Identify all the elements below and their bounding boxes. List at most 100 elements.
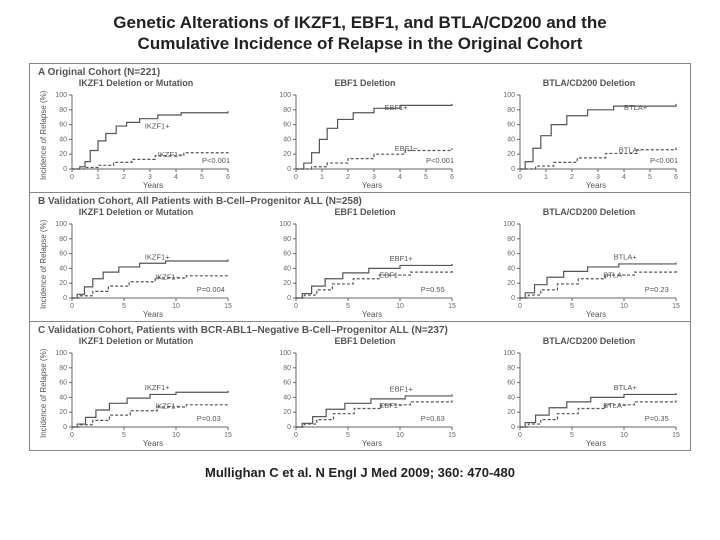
subplot-body: Incidence of Relapse (%)0204060801000123…: [38, 89, 234, 181]
subplot: BTLA/CD200 Deletion020406080100051015BTL…: [496, 336, 682, 448]
x-axis-label: Years: [72, 181, 234, 190]
panel-label: B Validation Cohort, All Patients with B…: [38, 196, 682, 207]
svg-text:0: 0: [70, 303, 74, 310]
svg-text:5: 5: [570, 432, 574, 439]
svg-text:6: 6: [674, 174, 678, 181]
chart-svg: 020406080100051015BTLA+BTLA−P=0.23: [496, 218, 682, 310]
subplot-body: 020406080100051015BTLA+BTLA−P=0.23: [496, 218, 682, 310]
annotation: EBF1−: [395, 144, 419, 153]
svg-text:40: 40: [283, 136, 291, 143]
chart-svg: 0204060801000123456BTLA+BTLA−P<0.001: [496, 89, 682, 181]
svg-text:40: 40: [283, 394, 291, 401]
svg-text:80: 80: [283, 235, 291, 242]
annotation: P=0.23: [645, 285, 669, 294]
panel-A: A Original Cohort (N=221)IKZF1 Deletion …: [30, 64, 690, 193]
x-axis-label: Years: [72, 310, 234, 319]
annotation: P=0.004: [197, 285, 225, 294]
svg-text:10: 10: [620, 432, 628, 439]
svg-text:5: 5: [570, 303, 574, 310]
svg-text:0: 0: [287, 295, 291, 302]
subplot-body: 020406080100051015EBF1+EBF1−P=0.55: [272, 218, 458, 310]
svg-text:20: 20: [59, 409, 67, 416]
citation: Mullighan C et al. N Engl J Med 2009; 36…: [20, 465, 700, 480]
svg-text:80: 80: [59, 106, 67, 113]
annotation: P=0.35: [645, 414, 669, 423]
svg-text:80: 80: [283, 364, 291, 371]
svg-text:100: 100: [279, 92, 291, 99]
subplot-body: 020406080100051015BTLA+BTLA−P=0.35: [496, 347, 682, 439]
subplot-body: Incidence of Relapse (%)0204060801000510…: [38, 218, 234, 310]
subplot: BTLA/CD200 Deletion0204060801000123456BT…: [496, 78, 682, 190]
panel-B: B Validation Cohort, All Patients with B…: [30, 193, 690, 322]
svg-text:4: 4: [174, 174, 178, 181]
svg-text:5: 5: [424, 174, 428, 181]
svg-text:40: 40: [283, 265, 291, 272]
annotation: IKZF1−: [158, 150, 183, 159]
subplot-title: IKZF1 Deletion or Mutation: [38, 78, 234, 88]
subplot: IKZF1 Deletion or MutationIncidence of R…: [38, 336, 234, 448]
svg-text:80: 80: [59, 364, 67, 371]
svg-text:100: 100: [55, 350, 67, 357]
svg-text:80: 80: [507, 235, 515, 242]
annotation: IKZF1+: [145, 252, 170, 261]
svg-text:0: 0: [63, 295, 67, 302]
svg-text:2: 2: [346, 174, 350, 181]
svg-text:60: 60: [283, 121, 291, 128]
annotation: IKZF1−: [155, 272, 180, 281]
svg-text:0: 0: [63, 166, 67, 173]
subplot-row: IKZF1 Deletion or MutationIncidence of R…: [38, 336, 682, 448]
subplot-body: Incidence of Relapse (%)0204060801000510…: [38, 347, 234, 439]
svg-text:10: 10: [396, 432, 404, 439]
svg-text:1: 1: [320, 174, 324, 181]
svg-text:6: 6: [450, 174, 454, 181]
svg-text:20: 20: [283, 151, 291, 158]
panel-C: C Validation Cohort, Patients with BCR-A…: [30, 322, 690, 450]
annotation: BTLA+: [614, 383, 638, 392]
chart-svg: 020406080100051015EBF1+EBF1−P=0.55: [272, 218, 458, 310]
svg-text:0: 0: [518, 174, 522, 181]
subplot: IKZF1 Deletion or MutationIncidence of R…: [38, 207, 234, 319]
svg-text:100: 100: [55, 92, 67, 99]
svg-text:40: 40: [507, 265, 515, 272]
x-axis-label: Years: [286, 310, 458, 319]
annotation: P<0.001: [202, 156, 230, 165]
subplot-title: BTLA/CD200 Deletion: [496, 78, 682, 88]
svg-text:40: 40: [59, 394, 67, 401]
x-axis-label: Years: [286, 181, 458, 190]
panel-label: A Original Cohort (N=221): [38, 67, 682, 78]
annotation: IKZF1+: [145, 383, 170, 392]
svg-text:0: 0: [294, 432, 298, 439]
svg-text:10: 10: [172, 303, 180, 310]
svg-text:80: 80: [283, 106, 291, 113]
annotation: EBF1+: [384, 102, 408, 111]
x-axis-label: Years: [286, 439, 458, 448]
svg-text:5: 5: [648, 174, 652, 181]
subplot-body: 0204060801000123456EBF1+EBF1−P<0.001: [272, 89, 458, 181]
svg-text:0: 0: [518, 432, 522, 439]
chart-svg: 020406080100051015IKZF1+IKZF1−P=0.004: [48, 218, 234, 310]
svg-text:0: 0: [70, 432, 74, 439]
subplot-row: IKZF1 Deletion or MutationIncidence of R…: [38, 207, 682, 319]
svg-text:0: 0: [294, 303, 298, 310]
svg-text:60: 60: [283, 250, 291, 257]
svg-text:100: 100: [279, 221, 291, 228]
svg-text:15: 15: [448, 432, 456, 439]
chart-svg: 0204060801000123456EBF1+EBF1−P<0.001: [272, 89, 458, 181]
svg-text:6: 6: [226, 174, 230, 181]
svg-text:60: 60: [59, 250, 67, 257]
subplot-title: EBF1 Deletion: [272, 207, 458, 217]
annotation: BTLA−: [603, 400, 627, 409]
y-axis-label: Incidence of Relapse (%): [38, 347, 48, 439]
panel-label: C Validation Cohort, Patients with BCR-A…: [38, 325, 682, 336]
chart-svg: 020406080100051015BTLA+BTLA−P=0.35: [496, 347, 682, 439]
annotation: EBF1+: [390, 254, 414, 263]
subplot-body: 020406080100051015EBF1+EBF1−P=0.63: [272, 347, 458, 439]
title-line-1: Genetic Alterations of IKZF1, EBF1, and …: [113, 13, 606, 32]
annotation: EBF1−: [379, 400, 403, 409]
svg-text:2: 2: [122, 174, 126, 181]
x-axis-label: Years: [510, 310, 682, 319]
svg-text:3: 3: [148, 174, 152, 181]
svg-text:3: 3: [596, 174, 600, 181]
svg-text:15: 15: [224, 432, 232, 439]
subplot: BTLA/CD200 Deletion020406080100051015BTL…: [496, 207, 682, 319]
